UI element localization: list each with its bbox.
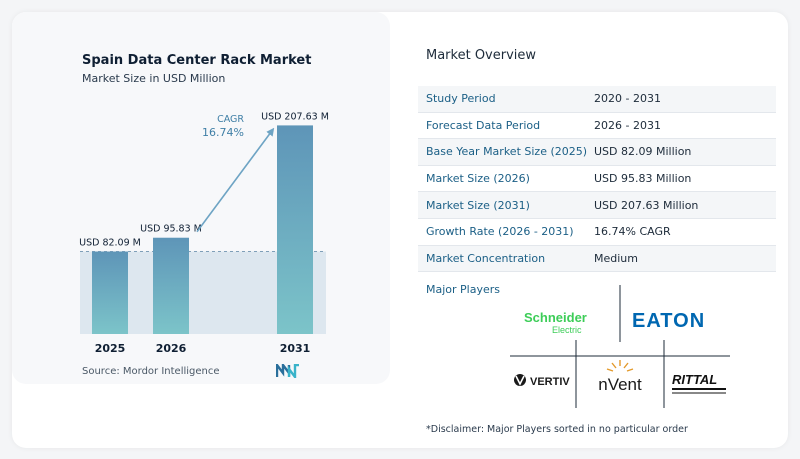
overview-row-label: Growth Rate (2026 - 2031) [426, 225, 574, 239]
vertiv-name: VERTIV [530, 376, 570, 388]
disclaimer-text: *Disclaimer: Major Players sorted in no … [426, 424, 688, 435]
bar-chart: USD 82.09 M 2025 USD 95.83 M 2026 USD 207.63… [79, 111, 329, 355]
schneider-line1: Schneider [524, 310, 587, 325]
mordor-logo-icon [276, 364, 299, 378]
overview-row: Market Concentration Medium [418, 245, 776, 273]
bar-2026 [153, 237, 189, 334]
chart-subtitle: Market Size in USD Million [82, 72, 226, 85]
eaton-name: EATON [632, 310, 705, 332]
cagr-value: 16.74% [202, 126, 244, 139]
overview-row-label: Market Size (2026) [426, 172, 530, 186]
overview-row-value: 16.74% CAGR [594, 225, 671, 239]
overview-row: Market Size (2031) USD 207.63 Million [418, 192, 776, 219]
overview-row-label: Market Size (2031) [426, 198, 530, 212]
bar-value-label: USD 95.83 M [140, 224, 202, 235]
cagr-label: CAGR [217, 114, 244, 125]
schneider-electric-logo-icon: Schneider Electric [524, 310, 587, 335]
x-tick-label: 2031 [280, 342, 311, 355]
overview-row-value: USD 95.83 Million [594, 172, 692, 186]
cagr-arrow [196, 127, 275, 233]
major-players-title: Major Players [426, 283, 500, 296]
overview-row-label: Market Concentration [426, 251, 546, 265]
rittal-name: RITTAL [672, 372, 717, 387]
eaton-logo-icon: EATON [632, 310, 705, 332]
major-players-grid: Schneider Electric EATON VERTIV nVent RI… [510, 285, 730, 408]
overview-row-value: Medium [594, 251, 638, 265]
overview-row-label: Study Period [426, 92, 496, 106]
overview-row: Market Size (2026) USD 95.83 Million [418, 166, 776, 193]
overview-row-label: Forecast Data Period [426, 118, 541, 132]
overview-row: Forecast Data Period 2026 - 2031 [418, 113, 776, 140]
vertiv-logo-icon: VERTIV [514, 374, 570, 388]
overview-row: Growth Rate (2026 - 2031) 16.74% CAGR [418, 219, 776, 246]
chart-title: Spain Data Center Rack Market [82, 53, 312, 68]
bar-2025 [92, 251, 128, 334]
overview-title: Market Overview [426, 48, 537, 63]
overview-row-value: USD 207.63 Million [594, 198, 699, 212]
nvent-logo-icon: nVent [598, 360, 642, 394]
schneider-line2: Electric [552, 325, 582, 335]
overview-row: Study Period 2020 - 2031 [418, 86, 776, 113]
bar-value-label: USD 82.09 M [79, 238, 141, 249]
overview-row: Base Year Market Size (2025) USD 82.09 Mi… [418, 139, 776, 166]
source-label: Source: Mordor Intelligence [82, 366, 220, 377]
overview-row-value: USD 82.09 Million [594, 145, 692, 159]
nvent-name: nVent [598, 375, 642, 394]
overview-row-value: 2026 - 2031 [594, 118, 661, 132]
bar-2031 [277, 125, 313, 334]
x-tick-label: 2026 [156, 342, 187, 355]
rittal-logo-icon: RITTAL [672, 372, 726, 394]
overview-row-value: 2020 - 2031 [594, 92, 661, 106]
x-tick-label: 2025 [95, 342, 126, 355]
overview-table: Study Period 2020 - 2031 Forecast Data Per… [418, 86, 776, 273]
overview-row-label: Base Year Market Size (2025) [426, 145, 588, 159]
bar-value-label: USD 207.63 M [261, 111, 329, 122]
